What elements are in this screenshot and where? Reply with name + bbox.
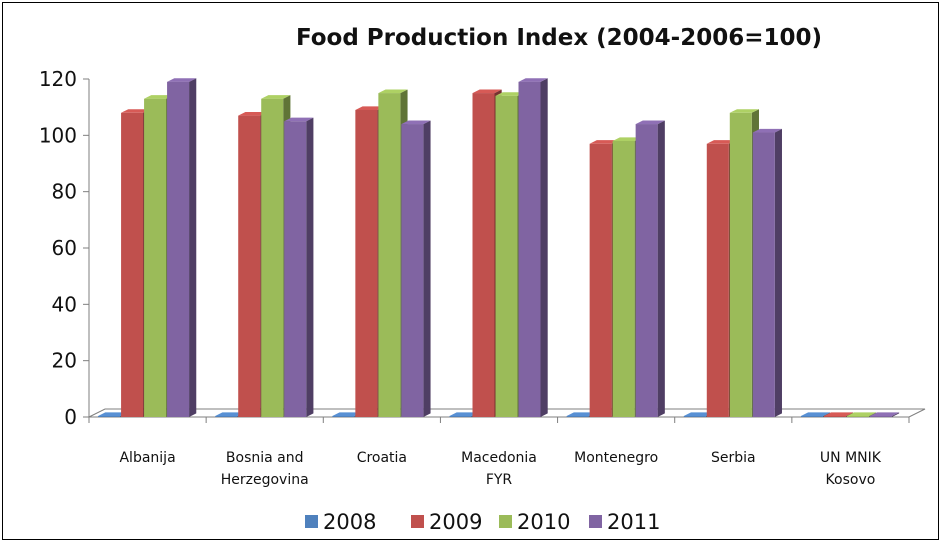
bar-2011-6: [869, 412, 900, 417]
legend-item-2010: 2010: [499, 510, 570, 534]
x-tick-label: Montenegro: [574, 450, 658, 466]
legend-item-2011: 2011: [589, 510, 660, 534]
y-tick-label: 20: [52, 349, 77, 373]
x-axis-labels: Albanija Bosnia and Herzegovina Croatia Mace…: [119, 450, 881, 488]
legend-swatch: [499, 515, 512, 528]
y-tick-label: 120: [39, 67, 77, 91]
bar-2011-2: [401, 120, 431, 418]
bar-chart: Food Production Index (2004-2006=100) 0 2…: [39, 25, 926, 534]
legend-label: 2011: [607, 510, 660, 534]
bar-2011-5: [752, 128, 782, 417]
legend-label: 2009: [429, 510, 482, 534]
legend-swatch: [589, 515, 602, 528]
bar-2011-1: [284, 117, 314, 418]
y-tick-label: 60: [52, 236, 77, 260]
chart-title: Food Production Index (2004-2006=100): [296, 25, 822, 51]
legend-label: 2010: [517, 510, 570, 534]
legend-item-2008: 2008: [305, 510, 376, 534]
bar-series: [98, 78, 900, 418]
bar-2011-0: [167, 78, 197, 418]
y-tick-label: 0: [64, 405, 77, 429]
legend-label: 2008: [323, 510, 376, 534]
x-tick-label: Bosnia and: [226, 450, 304, 466]
x-tick-label: FYR: [486, 472, 513, 488]
bar-2011-3: [518, 78, 548, 418]
y-tick-label: 80: [52, 180, 77, 204]
x-tick-label: Kosovo: [826, 472, 876, 488]
y-tick-label: 100: [39, 123, 77, 147]
x-tick-label: Herzegovina: [221, 472, 309, 488]
legend-swatch: [305, 515, 318, 528]
legend: 2008 2009 2010 2011: [305, 510, 660, 534]
legend-swatch: [411, 515, 424, 528]
x-tick-label: Albanija: [119, 450, 175, 466]
x-tick-label: Serbia: [711, 450, 756, 466]
y-tick-label: 40: [52, 292, 77, 316]
bar-2011-4: [635, 120, 665, 418]
x-tick-label: UN MNIK: [820, 450, 882, 466]
legend-item-2009: 2009: [411, 510, 482, 534]
x-tick-label: Macedonia: [461, 450, 537, 466]
x-tick-label: Croatia: [357, 450, 407, 466]
